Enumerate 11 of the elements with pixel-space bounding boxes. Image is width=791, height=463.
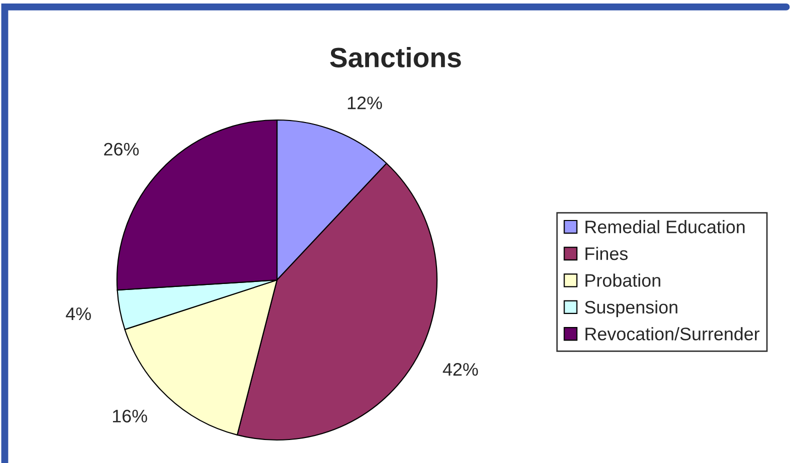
data-label: 12% [348,96,382,110]
data-label: 4% [66,308,91,320]
data-label: 26% [104,142,139,156]
legend-label: Remedial Education [586,220,745,234]
data-label: 16% [113,410,148,422]
legend-label: Probation [586,274,660,287]
legend-label: Revocation/Surrender [586,327,760,340]
chart-title: Sanctions [330,47,461,68]
legend-label: Suspension [584,300,678,318]
data-label: 42% [442,363,478,376]
legend-label: Fines [586,246,628,260]
